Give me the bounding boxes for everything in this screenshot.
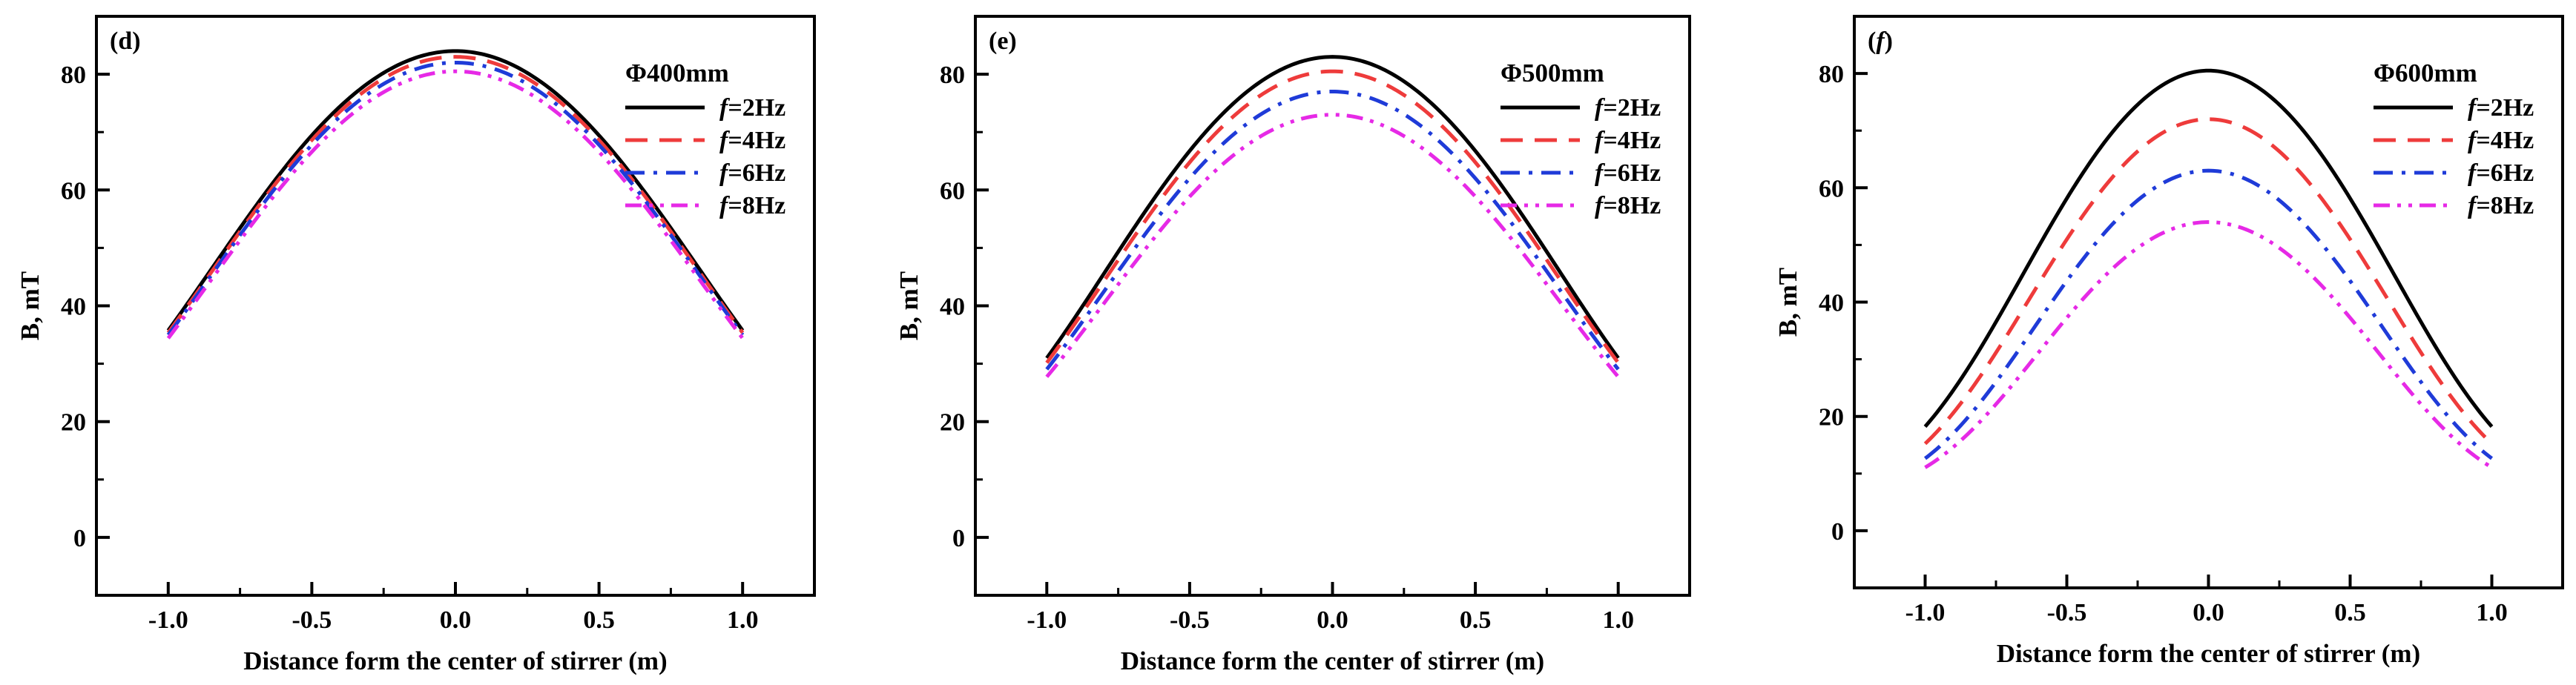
chart-3-y-tick-label: 20 bbox=[1819, 404, 1844, 431]
chart-3-series-f-4hz bbox=[1923, 117, 2494, 446]
chart-1-y-axis-title: B, mT bbox=[16, 271, 45, 340]
chart-3-x-tick-label: -0.5 bbox=[2047, 599, 2087, 626]
chart-3-y-tick-label: 40 bbox=[1819, 290, 1844, 317]
chart-3-y-axis-title: B, mT bbox=[1773, 268, 1802, 337]
chart-2-legend: Φ500mm f=2Hz f=4Hz f=6Hz f=8Hz bbox=[1501, 59, 1661, 219]
chart-3-legend-label: f=6Hz bbox=[2468, 159, 2534, 187]
chart-1-legend-label: f=2Hz bbox=[719, 94, 785, 122]
chart-1-x-tick-label: 1.0 bbox=[727, 606, 759, 634]
chart-2-x-axis-title: Distance form the center of stirrer (m) bbox=[1121, 646, 1544, 675]
chart-1-y-tick-label: 0 bbox=[73, 525, 86, 552]
chart-1-legend: Φ400mm f=2Hz f=4Hz f=6Hz f=8Hz bbox=[625, 59, 785, 219]
chart-2-x-tick-label: -0.5 bbox=[1170, 606, 1210, 634]
chart-2-legend-label: f=2Hz bbox=[1595, 94, 1661, 122]
chart-2-x-tick-label: 1.0 bbox=[1602, 606, 1634, 634]
chart-2-legend-title: Φ500mm bbox=[1501, 59, 1604, 87]
chart-3-series-f-6hz bbox=[1923, 168, 2494, 460]
chart-1-x-tick-label: -1.0 bbox=[148, 606, 188, 634]
chart-3-series-f-8hz bbox=[1924, 220, 2493, 469]
chart-1-series-f-8hz bbox=[166, 69, 745, 340]
chart-2-x-tick-label: 0.5 bbox=[1460, 606, 1492, 634]
chart-3-panel-tag: (f) bbox=[1868, 27, 1893, 55]
chart-1-x-axis-title: Distance form the center of stirrer (m) bbox=[243, 646, 667, 675]
chart-2-x-tick-label: -1.0 bbox=[1027, 606, 1067, 634]
chart-1-plot-frame bbox=[95, 15, 816, 597]
chart-1-series-f-4hz bbox=[166, 55, 745, 334]
chart-2: -1.0 -0.5 0.0 0.5 1.0 0 20 40 60 80 Distance form … bbox=[895, 15, 1691, 675]
chart-2-legend-label: f=6Hz bbox=[1595, 159, 1661, 187]
chart-1-y-tick-label: 40 bbox=[61, 294, 86, 321]
chart-1-series-f-2hz bbox=[166, 49, 745, 332]
chart-2-legend-label: f=4Hz bbox=[1595, 127, 1661, 154]
chart-3-legend-title: Φ600mm bbox=[2374, 59, 2477, 87]
chart-1-legend-label: f=4Hz bbox=[719, 127, 785, 154]
chart-1-y-tick-label: 80 bbox=[61, 62, 86, 89]
chart-3-plot-frame bbox=[1853, 15, 2564, 589]
chart-3-y-tick-label: 0 bbox=[1831, 518, 1844, 546]
chart-2-x-tick-label: 0.0 bbox=[1317, 606, 1348, 634]
chart-1-legend-label: f=6Hz bbox=[719, 159, 785, 187]
chart-1-series-f-6hz bbox=[166, 60, 745, 337]
chart-3-x-tick-label: -1.0 bbox=[1905, 599, 1946, 626]
chart-1-legend-title: Φ400mm bbox=[625, 59, 729, 87]
chart-1-panel-tag: (d) bbox=[110, 27, 141, 55]
chart-3-y-tick-label: 80 bbox=[1819, 61, 1844, 88]
chart-2-y-axis-title: B, mT bbox=[895, 271, 923, 340]
chart-1-x-tick-label: 0.5 bbox=[583, 606, 615, 634]
chart-2-panel-tag: (e) bbox=[989, 27, 1017, 55]
chart-3-y-tick-label: 60 bbox=[1819, 175, 1844, 202]
chart-1-y-tick-label: 60 bbox=[61, 177, 86, 205]
chart-2-y-tick-label: 60 bbox=[940, 177, 965, 205]
chart-3-legend-label: f=8Hz bbox=[2468, 192, 2534, 219]
chart-2-y-tick-label: 20 bbox=[940, 409, 965, 437]
chart-1-legend-label: f=8Hz bbox=[719, 192, 785, 219]
chart-3-legend-label: f=2Hz bbox=[2468, 94, 2534, 122]
chart-3-x-tick-label: 1.0 bbox=[2476, 599, 2508, 626]
chart-3-legend-label: f=4Hz bbox=[2468, 127, 2534, 154]
chart-2-series-f-4hz bbox=[1045, 69, 1620, 364]
chart-2-y-tick-label: 40 bbox=[940, 294, 965, 321]
chart-2-legend-label: f=8Hz bbox=[1595, 192, 1661, 219]
chart-3-x-tick-label: 0.5 bbox=[2334, 599, 2366, 626]
chart-3-x-tick-label: 0.0 bbox=[2193, 599, 2224, 626]
chart-3-legend: Φ600mm f=2Hz f=4Hz f=6Hz f=8Hz bbox=[2374, 59, 2534, 219]
chart-1-y-tick-label: 20 bbox=[61, 409, 86, 437]
chart-2-series-f-6hz bbox=[1045, 90, 1620, 371]
chart-2-y-tick-label: 80 bbox=[940, 62, 965, 89]
chart-2-series-f-8hz bbox=[1045, 113, 1620, 378]
chart-3: -1.0 -0.5 0.0 0.5 1.0 0 20 40 60 80 Distance form … bbox=[1773, 15, 2564, 668]
chart-2-series-f-2hz bbox=[1045, 55, 1620, 360]
chart-3-x-axis-title: Distance form the center of stirrer (m) bbox=[1997, 639, 2420, 668]
chart-1-x-tick-label: 0.0 bbox=[440, 606, 472, 634]
chart-2-y-tick-label: 0 bbox=[952, 525, 965, 552]
chart-1: -1.0 -0.5 0.0 0.5 1.0 0 20 40 60 80 Distance form … bbox=[16, 15, 816, 675]
chart-1-x-tick-label: -0.5 bbox=[291, 606, 332, 634]
chart-3-series-f-2hz bbox=[1923, 68, 2494, 428]
